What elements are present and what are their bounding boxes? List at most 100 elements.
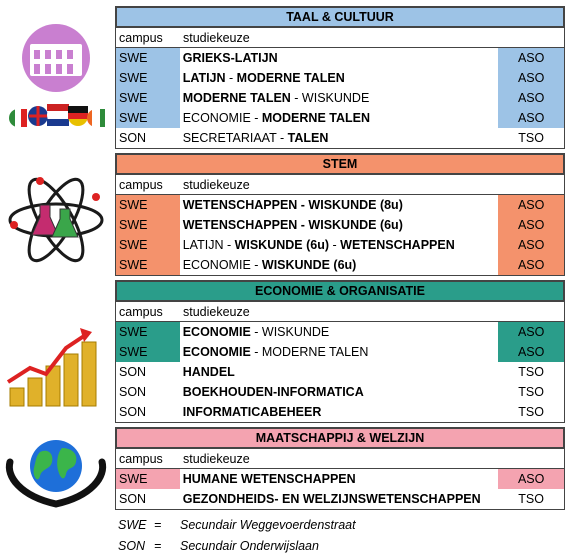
column-header-campus: campus bbox=[119, 178, 163, 192]
study-choice-part: - WISKUNDE bbox=[250, 325, 330, 339]
study-choice-cell: ECONOMIE - WISKUNDE bbox=[180, 322, 499, 342]
study-choice-cell: HUMANE WETENSCHAPPEN bbox=[180, 469, 499, 489]
legend-eq: = bbox=[154, 539, 162, 553]
table-row: SON HANDEL TSO bbox=[116, 362, 564, 382]
section-title: STEM bbox=[115, 153, 565, 175]
campus-cell: SON bbox=[119, 405, 147, 419]
legend-name: Secundair Weggevoerdenstraat bbox=[180, 518, 356, 532]
globe-hands-icon bbox=[0, 432, 112, 512]
study-choice-cell: LATIJN - WISKUNDE (6u) - WETENSCHAPPEN bbox=[180, 235, 499, 255]
campus-cell: SWE bbox=[116, 469, 180, 489]
study-choice-part: HUMANE WETENSCHAPPEN bbox=[182, 472, 356, 486]
study-choice-cell: GEZONDHEIDS- EN WELZIJNSWETENSCHAPPEN bbox=[180, 489, 499, 509]
column-header-campus: campus bbox=[119, 31, 163, 45]
table-row: SWE GRIEKS-LATIJN ASO bbox=[116, 48, 564, 68]
column-header-row: campus studiekeuze bbox=[116, 449, 564, 469]
study-choice-part: - WISKUNDE bbox=[290, 91, 370, 105]
column-header-choice: studiekeuze bbox=[183, 178, 250, 192]
section-table: campus studiekeuze SWE WETENSCHAPPEN - WISK… bbox=[115, 175, 565, 276]
education-type-cell: ASO bbox=[498, 88, 564, 108]
table-row: SWE LATIJN - WISKUNDE (6u) - WETENSCHAPPE… bbox=[116, 235, 564, 255]
column-header-row: campus studiekeuze bbox=[116, 175, 564, 195]
legend-eq: = bbox=[154, 518, 162, 532]
study-choice-part: WETENSCHAPPEN - WISKUNDE (8u) bbox=[182, 198, 403, 212]
table-row: SWE MODERNE TALEN - WISKUNDE ASO bbox=[116, 88, 564, 108]
education-type-cell: ASO bbox=[498, 108, 564, 128]
education-type-cell: ASO bbox=[498, 255, 564, 275]
campus-cell: SON bbox=[119, 492, 147, 506]
section-table: campus studiekeuze SWE ECONOMIE - WISKUNDE A… bbox=[115, 302, 565, 423]
education-type-cell: TSO bbox=[518, 492, 544, 506]
study-choice-cell: HANDEL bbox=[180, 362, 499, 382]
study-choice-part: - bbox=[225, 71, 237, 85]
table-row: SWE HUMANE WETENSCHAPPEN ASO bbox=[116, 469, 564, 489]
study-choice-cell: MODERNE TALEN - WISKUNDE bbox=[180, 88, 499, 108]
education-type-cell: ASO bbox=[498, 469, 564, 489]
study-choice-part: SECRETARIAAT - bbox=[182, 131, 288, 145]
study-choice-part: - MODERNE TALEN bbox=[250, 345, 369, 359]
study-choice-part: WISKUNDE (6u) bbox=[234, 238, 330, 252]
study-choice-cell: LATIJN - MODERNE TALEN bbox=[180, 68, 499, 88]
atom-science-icon bbox=[0, 175, 112, 265]
study-choice-part: ECONOMIE - bbox=[182, 258, 262, 272]
education-type-cell: ASO bbox=[498, 68, 564, 88]
section-title: MAATSCHAPPIJ & WELZIJN bbox=[115, 427, 565, 449]
study-choice-part: MODERNE TALEN bbox=[261, 111, 370, 125]
section-1: STEM campus studiekeuze SWE WETENSCHAPPEN - … bbox=[115, 153, 565, 276]
table-row: SWE ECONOMIE - MODERNE TALEN ASO bbox=[116, 108, 564, 128]
study-choice-part: MODERNE TALEN bbox=[182, 91, 291, 105]
campus-cell: SWE bbox=[116, 322, 180, 342]
study-choice-part: LATIJN bbox=[182, 71, 226, 85]
campus-cell: SWE bbox=[116, 48, 180, 68]
study-choice-cell: WETENSCHAPPEN - WISKUNDE (6u) bbox=[180, 215, 499, 235]
education-type-cell: ASO bbox=[498, 195, 564, 215]
study-choice-part: GRIEKS-LATIJN bbox=[182, 51, 278, 65]
campus-cell: SWE bbox=[116, 68, 180, 88]
section-table: campus studiekeuze SWE HUMANE WETENSCHAPPEN… bbox=[115, 449, 565, 510]
table-row: SWE ECONOMIE - MODERNE TALEN ASO bbox=[116, 342, 564, 362]
education-type-cell: ASO bbox=[498, 48, 564, 68]
table-row: SON GEZONDHEIDS- EN WELZIJNSWETENSCHAPPEN… bbox=[116, 489, 564, 509]
table-row: SWE WETENSCHAPPEN - WISKUNDE (8u) ASO bbox=[116, 195, 564, 215]
study-choice-part: - bbox=[329, 238, 341, 252]
legend-name: Secundair Onderwijslaan bbox=[180, 539, 319, 553]
legend-row-0: SWE = Secundair Weggevoerdenstraat bbox=[118, 518, 356, 539]
study-choice-part: WISKUNDE (6u) bbox=[261, 258, 357, 272]
column-header-campus: campus bbox=[119, 452, 163, 466]
campus-cell: SON bbox=[119, 385, 147, 399]
column-header-row: campus studiekeuze bbox=[116, 302, 564, 322]
campus-cell: SWE bbox=[116, 88, 180, 108]
study-choice-cell: ECONOMIE - WISKUNDE (6u) bbox=[180, 255, 499, 275]
section-3: MAATSCHAPPIJ & WELZIJN campus studiekeuze S… bbox=[115, 427, 565, 510]
education-type-cell: TSO bbox=[518, 365, 544, 379]
coins-growth-icon bbox=[0, 318, 112, 413]
section-2: ECONOMIE & ORGANISATIE campus studiekeuze S… bbox=[115, 280, 565, 423]
section-title: ECONOMIE & ORGANISATIE bbox=[115, 280, 565, 302]
section-0: TAAL & CULTUUR campus studiekeuze SWE GRIEKS… bbox=[115, 6, 565, 149]
campus-cell: SON bbox=[119, 365, 147, 379]
study-choice-cell: GRIEKS-LATIJN bbox=[180, 48, 499, 68]
legend-code: SWE bbox=[118, 518, 147, 532]
study-choice-part: WETENSCHAPPEN bbox=[340, 238, 455, 252]
study-choice-part: ECONOMIE bbox=[182, 325, 251, 339]
campus-cell: SWE bbox=[116, 342, 180, 362]
section-title: TAAL & CULTUUR bbox=[115, 6, 565, 28]
table-row: SON SECRETARIAAT - TALEN TSO bbox=[116, 128, 564, 148]
column-header-row: campus studiekeuze bbox=[116, 28, 564, 48]
campus-cell: SWE bbox=[116, 255, 180, 275]
study-choice-cell: WETENSCHAPPEN - WISKUNDE (8u) bbox=[180, 195, 499, 215]
study-choice-part: GEZONDHEIDS- EN WELZIJNSWETENSCHAPPEN bbox=[182, 492, 481, 506]
legend-code: SON bbox=[118, 539, 146, 553]
study-choice-part: BOEKHOUDEN-INFORMATICA bbox=[182, 385, 364, 399]
study-choice-part: HANDEL bbox=[182, 365, 235, 379]
study-choice-part: WETENSCHAPPEN - WISKUNDE (6u) bbox=[182, 218, 403, 232]
education-type-cell: ASO bbox=[498, 235, 564, 255]
study-choice-cell: SECRETARIAAT - TALEN bbox=[180, 128, 499, 148]
colosseum-flags-icon bbox=[0, 20, 112, 140]
campus-cell: SWE bbox=[116, 215, 180, 235]
study-choice-part: LATIJN - bbox=[182, 238, 235, 252]
column-header-choice: studiekeuze bbox=[183, 452, 250, 466]
table-row: SON BOEKHOUDEN-INFORMATICA TSO bbox=[116, 382, 564, 402]
study-choice-part: ECONOMIE bbox=[182, 345, 251, 359]
education-type-cell: ASO bbox=[498, 342, 564, 362]
